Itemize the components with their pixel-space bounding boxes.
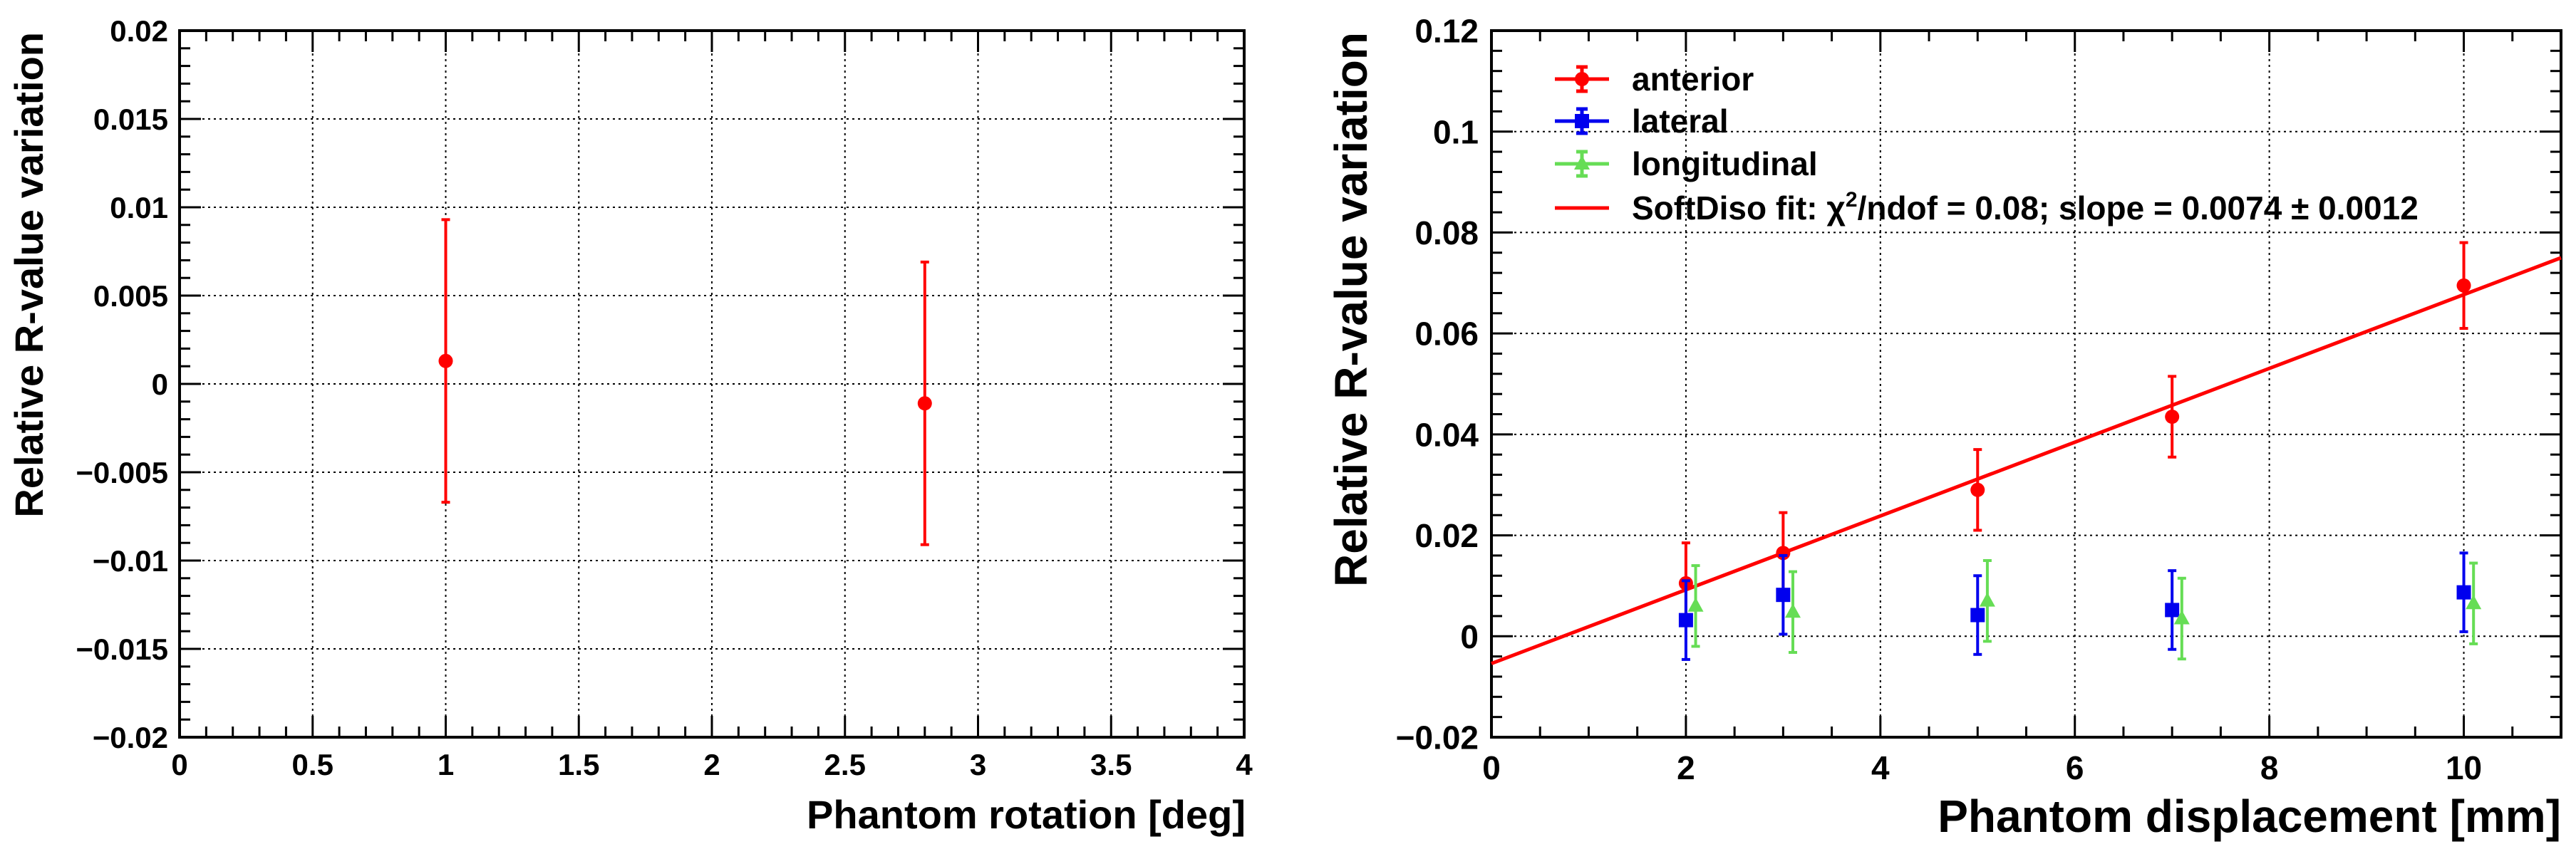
x-tick-label: 2 [703, 748, 720, 781]
legend-entry-longitudinal: longitudinal [1555, 145, 1818, 182]
x-tick-label: 3.5 [1090, 748, 1132, 781]
x-tick-label: 6 [2066, 749, 2084, 786]
legend-entry-lateral: lateral [1555, 103, 1729, 140]
y-tick-label: −0.005 [76, 456, 168, 489]
y-tick-label: −0.02 [93, 721, 168, 754]
y-axis-label: Relative R-value variation [6, 32, 51, 518]
marker-triangle [1785, 603, 1801, 618]
legend-fit-suffix: /ndof = 0.08; slope = 0.0074 ± 0.0012 [1858, 189, 2419, 227]
data-points [1678, 241, 2482, 661]
x-tick-label: 0 [1482, 749, 1501, 786]
point-longitudinal [2173, 576, 2190, 661]
legend-label-anterior: anterior [1632, 61, 1754, 98]
y-tick-label: 0.01 [110, 191, 168, 224]
legend-label-lateral: lateral [1632, 103, 1729, 140]
point-lateral [2456, 551, 2471, 633]
marker-triangle [1979, 592, 1995, 607]
point-longitudinal [1687, 564, 1704, 648]
y-tick-label: 0.04 [1414, 416, 1479, 453]
data-points [438, 218, 932, 546]
point-lateral [2165, 569, 2180, 651]
x-tick-label: 8 [2260, 749, 2279, 786]
x-tick-label: 0 [171, 748, 187, 781]
y-tick-label: −0.015 [76, 632, 168, 666]
marker-square [1970, 608, 1985, 623]
point-longitudinal [1785, 570, 1801, 654]
y-tick-label: 0.06 [1414, 316, 1479, 353]
point-rotation [917, 260, 932, 546]
point-anterior [1970, 448, 1985, 532]
legend-label-fit: SoftDiso fit: χ2/ndof = 0.08; slope = 0.… [1632, 188, 2419, 227]
point-anterior [2456, 241, 2471, 330]
grid [180, 31, 1244, 737]
x-tick-label: 4 [1871, 749, 1890, 786]
marker-square [2456, 585, 2471, 600]
y-tick-label: 0.02 [1414, 517, 1479, 554]
x-tick-label: 1.5 [558, 748, 599, 781]
point-rotation [438, 218, 453, 504]
fit-line [1491, 256, 2562, 665]
legend-anterior-marker [1575, 72, 1589, 86]
legend-entry-anterior: anterior [1555, 61, 1754, 98]
marker-triangle [1687, 597, 1704, 612]
x-axis-label: Phantom rotation [deg] [807, 792, 1246, 837]
x-tick-label: 1 [438, 748, 454, 781]
y-tick-label: 0.08 [1414, 214, 1479, 251]
y-tick-label: 0.005 [93, 279, 168, 313]
legend-label-longitudinal: longitudinal [1632, 145, 1818, 182]
marker-square [2165, 603, 2180, 618]
x-tick-label: 4 [1236, 748, 1253, 781]
x-tick-label: 0.5 [292, 748, 333, 781]
y-tick-label: −0.02 [1396, 719, 1479, 756]
legend-longitudinal-marker [1574, 155, 1590, 170]
y-tick-label: 0 [1460, 618, 1479, 655]
y-tick-label: 0.1 [1433, 113, 1479, 150]
legend-fit-prefix: SoftDiso fit: χ [1632, 189, 1846, 227]
marker-triangle [2466, 595, 2482, 610]
y-tick-label: 0.02 [110, 14, 168, 48]
marker-square [1776, 588, 1791, 603]
legend: anterior lateral longitudinal SoftD [1555, 61, 2419, 227]
marker-triangle [2173, 610, 2190, 625]
legend-entry-fit: SoftDiso fit: χ2/ndof = 0.08; slope = 0.… [1555, 188, 2419, 227]
legend-fit-superscript: 2 [1846, 188, 1858, 212]
marker-circle [2165, 410, 2180, 425]
marker-circle [2456, 278, 2471, 293]
legend-lateral-marker [1575, 114, 1589, 128]
y-tick-label: 0.015 [93, 103, 168, 136]
point-anterior [2165, 375, 2180, 459]
y-axis-label: Relative R-value variation [1325, 32, 1377, 587]
point-lateral [1970, 574, 1985, 656]
y-tick-label: 0 [152, 368, 168, 401]
marker-circle [438, 353, 453, 368]
point-lateral [1678, 579, 1693, 661]
marker-circle [917, 396, 932, 411]
x-tick-label: 2.5 [824, 748, 866, 781]
y-tick-label: −0.01 [93, 544, 168, 578]
marker-circle [1970, 482, 1985, 497]
x-tick-label: 3 [970, 748, 986, 781]
point-longitudinal [2466, 561, 2482, 645]
point-lateral [1776, 553, 1791, 636]
y-tick-label: 0.12 [1414, 13, 1479, 50]
point-longitudinal [1979, 559, 1995, 643]
x-tick-label: 2 [1677, 749, 1695, 786]
ticks: 0 0.5 1 1.5 2 2.5 3 3.5 4 −0.02 −0.015 −0.01 −0.005 0… [76, 14, 1253, 781]
x-axis-label: Phantom displacement [mm] [1938, 791, 2561, 842]
marker-square [1678, 613, 1693, 628]
rotation-chart: 0 0.5 1 1.5 2 2.5 3 3.5 4 −0.02 −0.015 −0.01 −0.005 0… [6, 14, 1253, 837]
x-tick-label: 10 [2446, 749, 2482, 786]
